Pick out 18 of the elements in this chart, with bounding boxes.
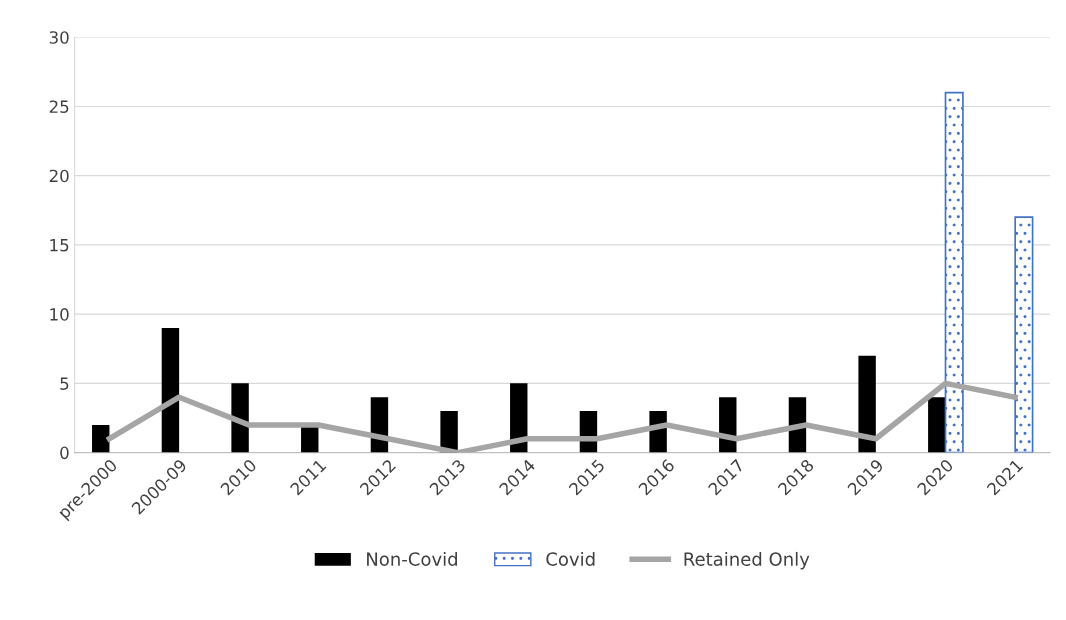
legend-label: Covid	[546, 551, 595, 566]
legend-label: Non-Covid	[367, 551, 457, 566]
bar	[440, 411, 458, 453]
bar	[944, 91, 964, 453]
bar	[161, 327, 180, 453]
bar	[858, 355, 876, 453]
bar	[92, 424, 110, 453]
y-tick-label: 15	[50, 239, 69, 252]
bar	[1014, 216, 1034, 453]
y-tick-label: 5	[60, 377, 69, 390]
legend-label: Retained Only	[684, 551, 810, 570]
y-tick-label: 25	[49, 100, 69, 113]
bar	[928, 397, 946, 453]
bar	[231, 383, 249, 453]
y-tick-label: 0	[60, 446, 69, 460]
y-tick-label: 30	[49, 31, 69, 44]
y-tick-label: 10	[50, 308, 69, 321]
y-tick-label: 20	[49, 169, 69, 183]
